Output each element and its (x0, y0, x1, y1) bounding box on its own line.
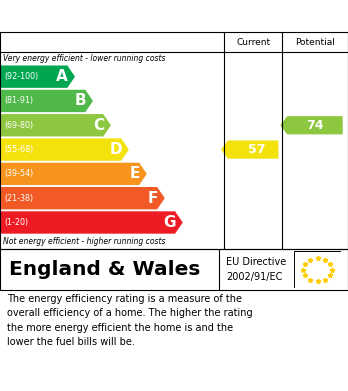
Text: England & Wales: England & Wales (9, 260, 200, 279)
Text: (21-38): (21-38) (4, 194, 33, 203)
Polygon shape (0, 211, 183, 234)
Text: 57: 57 (248, 143, 266, 156)
Text: E: E (129, 167, 140, 181)
Polygon shape (0, 114, 111, 136)
Text: (1-20): (1-20) (4, 218, 28, 227)
Polygon shape (0, 65, 75, 88)
Text: (81-91): (81-91) (4, 97, 33, 106)
Text: 74: 74 (306, 119, 324, 132)
Text: (55-68): (55-68) (4, 145, 33, 154)
Text: EU Directive: EU Directive (226, 257, 286, 267)
Text: 2002/91/EC: 2002/91/EC (226, 272, 283, 282)
Text: F: F (148, 191, 158, 206)
Polygon shape (0, 163, 147, 185)
Text: Current: Current (236, 38, 270, 47)
Text: Not energy efficient - higher running costs: Not energy efficient - higher running co… (3, 237, 166, 246)
Text: The energy efficiency rating is a measure of the
overall efficiency of a home. T: The energy efficiency rating is a measur… (7, 294, 253, 347)
Text: B: B (74, 93, 86, 108)
Text: Very energy efficient - lower running costs: Very energy efficient - lower running co… (3, 54, 166, 63)
Text: C: C (93, 118, 104, 133)
Text: Energy Efficiency Rating: Energy Efficiency Rating (9, 9, 230, 24)
Text: D: D (109, 142, 122, 157)
Text: G: G (163, 215, 176, 230)
Polygon shape (0, 138, 129, 161)
Text: Potential: Potential (295, 38, 335, 47)
Text: (39-54): (39-54) (4, 169, 33, 178)
Text: A: A (56, 69, 68, 84)
Polygon shape (280, 116, 343, 135)
Polygon shape (0, 90, 93, 112)
Text: (69-80): (69-80) (4, 121, 33, 130)
Text: (92-100): (92-100) (4, 72, 38, 81)
Polygon shape (221, 140, 278, 159)
Polygon shape (0, 187, 165, 209)
